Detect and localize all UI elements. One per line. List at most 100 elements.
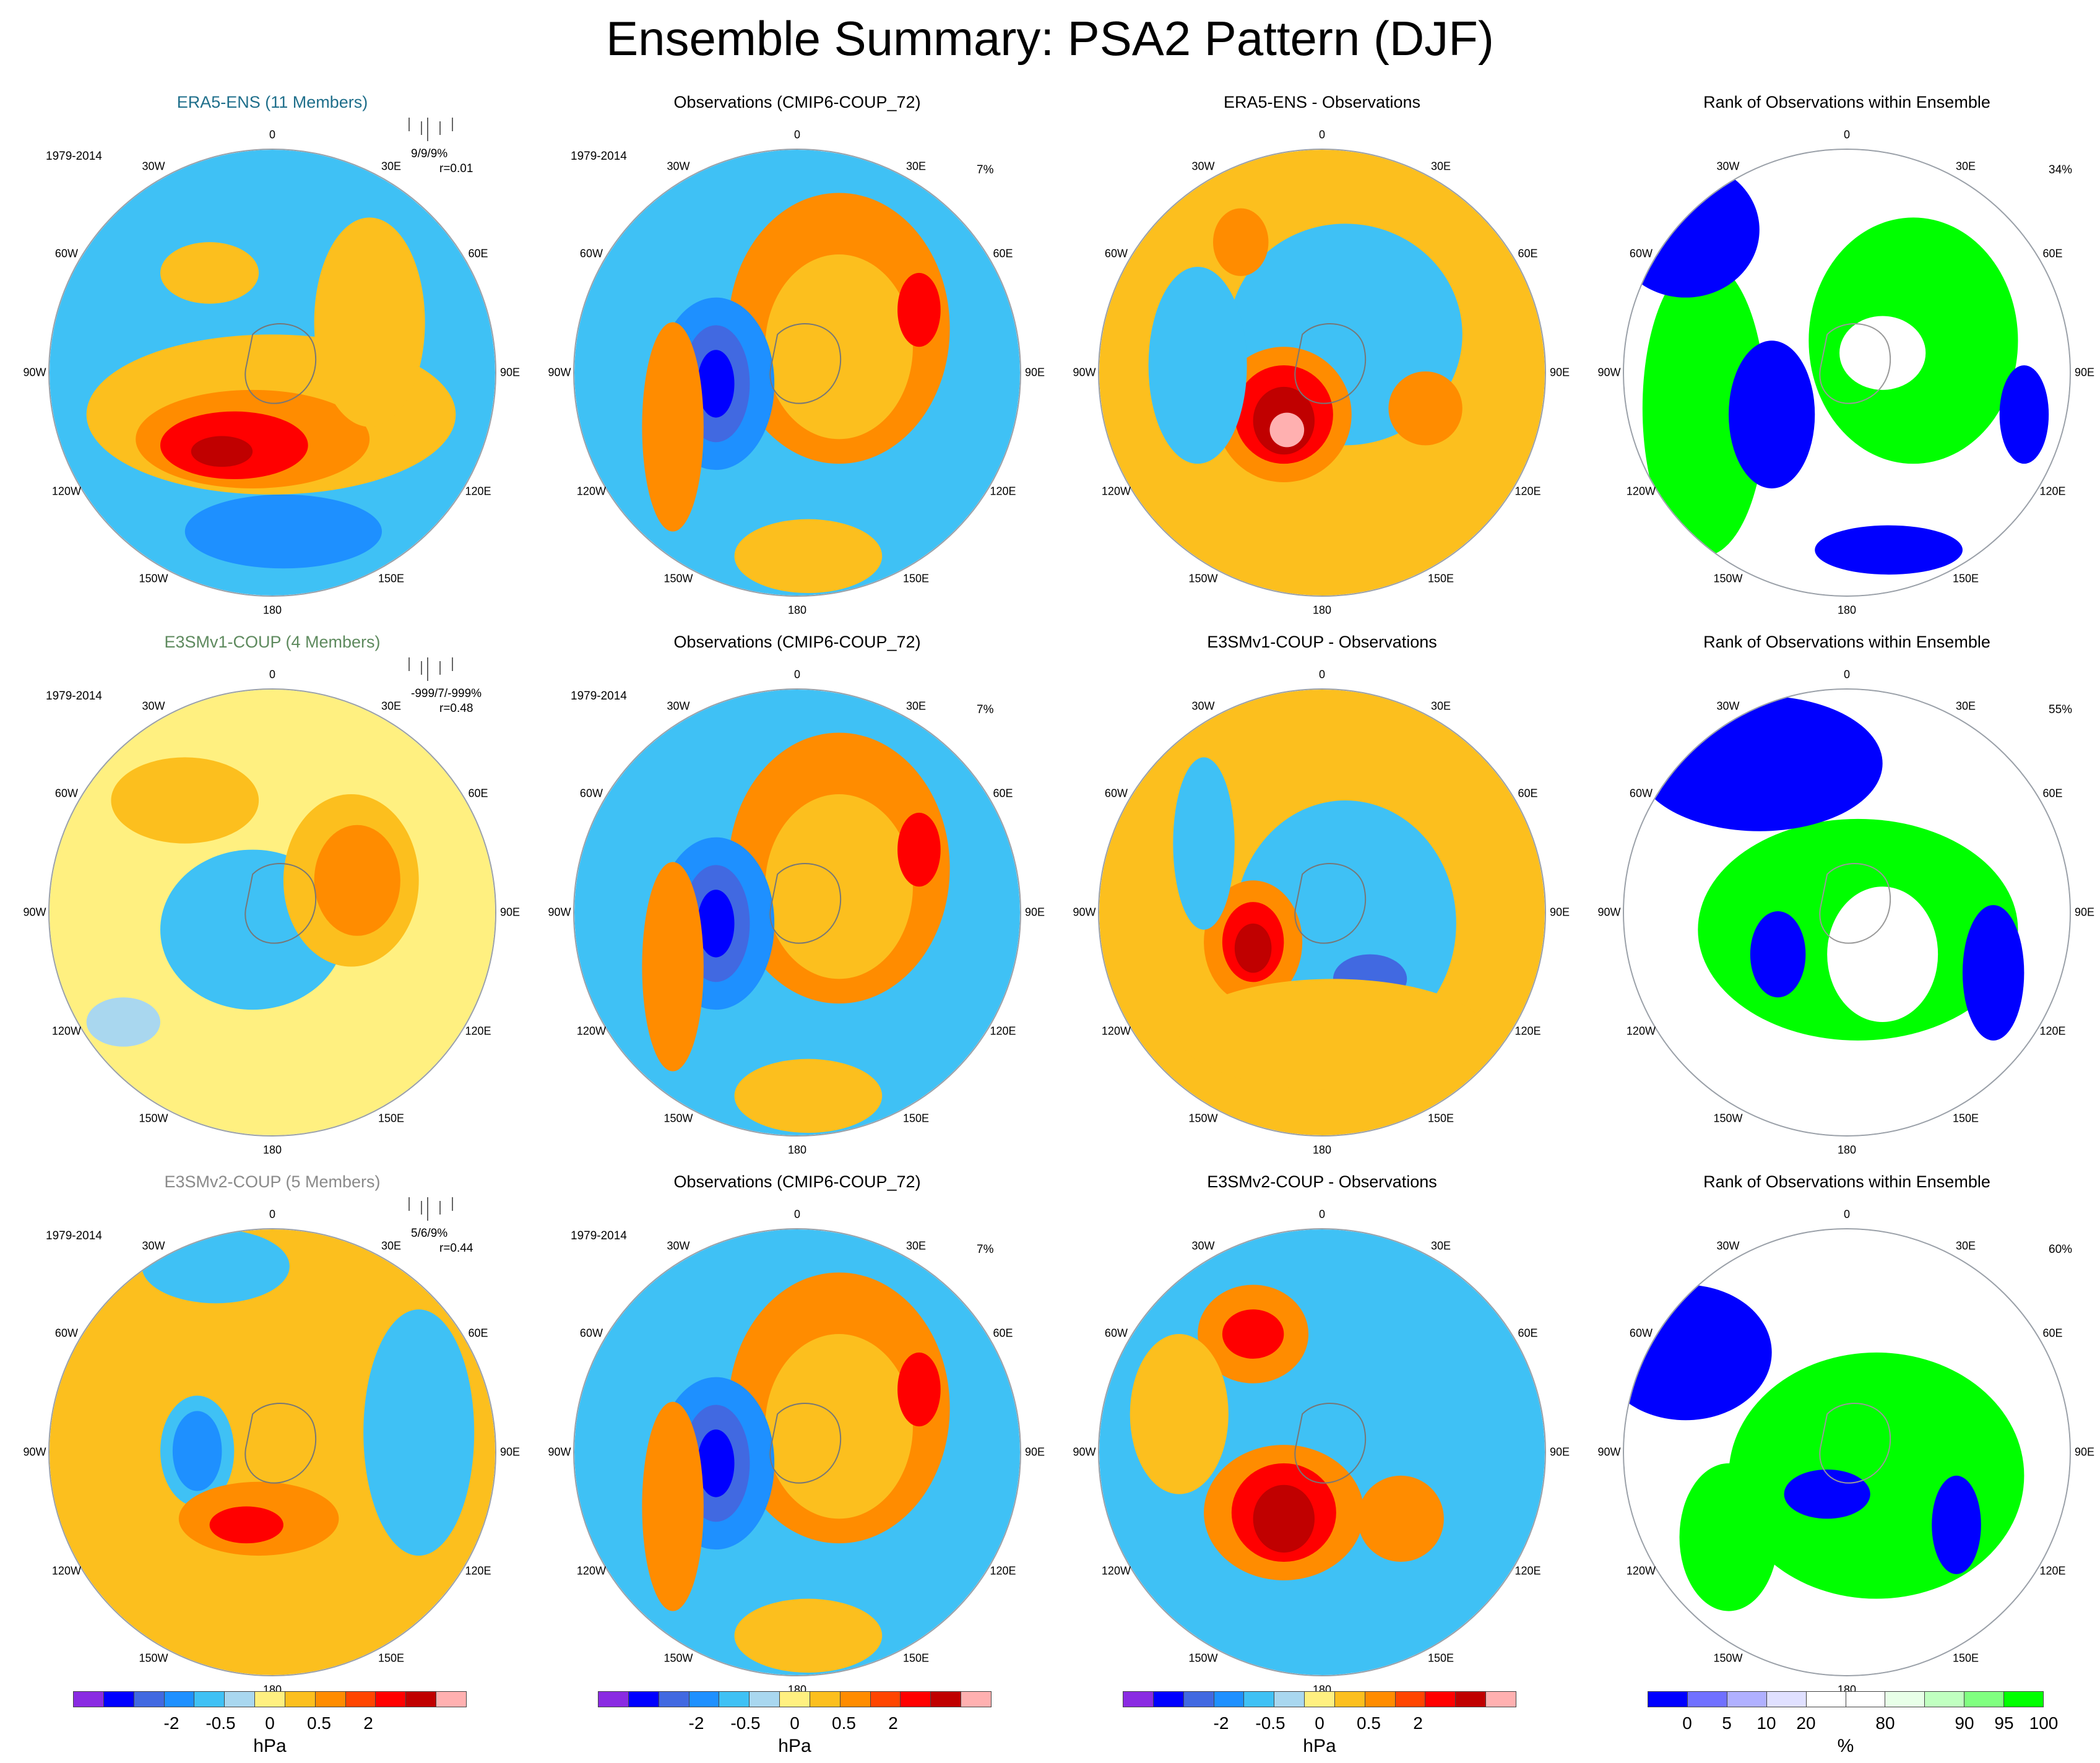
colorbar-tick-label: 0.5	[832, 1713, 856, 1733]
difference-panel: E3SMv1-COUP - Observations 0 30E 60E 90E 120E…	[1073, 633, 1570, 1159]
longitude-label: 120W	[51, 1024, 81, 1037]
colorbar: 0 5 10 20 80 90 95 100%	[1648, 1691, 2058, 1756]
observations-panel: Observations (CMIP6-COUP_72) 1979-2014 7% 0…	[548, 633, 1045, 1159]
colorbar-swatch	[1244, 1692, 1275, 1707]
spread-glyph	[421, 661, 422, 675]
contour-region	[314, 217, 425, 427]
rank-panel: Rank of Observations within Ensemble 34% 0…	[1597, 93, 2094, 619]
longitude-label: 120W	[1101, 1024, 1131, 1037]
longitude-label: 120W	[1101, 1564, 1131, 1577]
longitude-label: 0	[269, 128, 276, 141]
longitude-label: 60E	[468, 787, 488, 800]
longitude-label: 120W	[1626, 1024, 1656, 1037]
panel-title: Rank of Observations within Ensemble	[1703, 1172, 1990, 1191]
colorbar-swatch	[1486, 1692, 1516, 1707]
contour-region	[697, 350, 735, 418]
spread-glyph	[408, 657, 410, 671]
colorbar-swatch	[719, 1692, 750, 1707]
longitude-label: 90W	[548, 906, 571, 919]
longitude-label: 180	[1312, 604, 1332, 617]
colorbar-swatch	[1456, 1692, 1487, 1707]
percent-label: 7%	[977, 703, 994, 716]
longitude-label: 150W	[1713, 1112, 1743, 1125]
longitude-label: 90E	[2074, 366, 2095, 379]
spread-glyph	[427, 118, 428, 141]
longitude-label: 60W	[1104, 1327, 1128, 1340]
longitude-label: 150W	[1188, 1652, 1218, 1665]
contour-region	[1130, 1334, 1229, 1494]
colorbar-tick-label: -2	[1213, 1713, 1229, 1733]
longitude-label: 90W	[548, 366, 571, 379]
longitude-label: 30E	[905, 1239, 927, 1252]
longitude-label: 60W	[54, 787, 78, 800]
ensemble-panel: E3SMv1-COUP (4 Members) 1979-2014 -999/7/-…	[23, 633, 520, 1159]
longitude-label: 120W	[1626, 485, 1656, 498]
coastline	[1819, 323, 1891, 404]
longitude-label: 90W	[23, 1445, 46, 1458]
longitude-label: 60E	[2042, 787, 2063, 800]
contour-region	[1148, 266, 1247, 464]
contour-region	[1253, 1484, 1315, 1553]
spread-glyph	[421, 121, 422, 135]
colorbar-swatch	[134, 1692, 165, 1707]
contour-region	[897, 272, 941, 347]
polar-map	[48, 688, 496, 1137]
contour-region	[111, 757, 259, 844]
longitude-label: 120E	[465, 1024, 491, 1037]
percent-label: 7%	[977, 1243, 994, 1256]
longitude-label: 60W	[1629, 247, 1653, 260]
longitude-label: 120E	[1515, 1024, 1541, 1037]
longitude-label: 0	[1843, 668, 1851, 681]
colorbar-tick-label: 0.5	[307, 1713, 331, 1733]
longitude-label: 60W	[54, 247, 78, 260]
polar-map	[573, 688, 1021, 1137]
contour-region	[86, 997, 161, 1047]
contour-region	[1932, 1475, 1981, 1574]
panel-title: E3SMv2-COUP - Observations	[1207, 1172, 1437, 1191]
spread-glyph	[439, 661, 441, 675]
longitude-label: 120W	[576, 1024, 606, 1037]
panel-title: E3SMv2-COUP (5 Members)	[164, 1172, 381, 1191]
contour-region	[642, 322, 704, 532]
longitude-label: 90W	[1073, 906, 1096, 919]
polar-map	[1098, 688, 1546, 1137]
colorbar-tick-label: 80	[1875, 1713, 1895, 1733]
coastline	[1294, 863, 1367, 944]
longitude-label: 180	[1312, 1143, 1332, 1156]
longitude-label: 30E	[381, 160, 402, 173]
longitude-label: 0	[1318, 128, 1326, 141]
spread-glyph	[452, 1197, 453, 1211]
longitude-label: 150W	[139, 1112, 168, 1125]
colorbar-tick-label: 95	[1994, 1713, 2014, 1733]
contour-region	[1815, 525, 1963, 575]
longitude-label: 30W	[1191, 1239, 1215, 1252]
longitude-label: 30E	[1955, 1239, 1976, 1252]
contour-region	[1388, 371, 1463, 446]
polar-map	[48, 149, 496, 597]
longitude-label: 30E	[1955, 160, 1976, 173]
longitude-label: 120W	[576, 485, 606, 498]
contour-region	[734, 519, 883, 594]
longitude-label: 120E	[990, 485, 1016, 498]
colorbar-swatch	[1183, 1692, 1214, 1707]
longitude-label: 150E	[378, 572, 405, 585]
contour-region	[160, 242, 259, 304]
colorbar-swatch	[1846, 1692, 1886, 1707]
longitude-label: 150E	[1427, 1652, 1454, 1665]
colorbar-swatch	[1153, 1692, 1184, 1707]
longitude-label: 0	[269, 1208, 276, 1221]
correlation-label: r=0.48	[439, 702, 473, 715]
longitude-label: 90E	[1024, 1445, 1045, 1458]
longitude-label: 60E	[1518, 1327, 1538, 1340]
period-label: 1979-2014	[46, 1229, 102, 1242]
longitude-label: 120E	[990, 1024, 1016, 1037]
longitude-label: 30E	[1955, 700, 1976, 713]
longitude-label: 150W	[1188, 1112, 1218, 1125]
colorbar-swatch	[780, 1692, 810, 1707]
longitude-label: 30W	[1716, 1239, 1740, 1252]
stats-label: 5/6/9%	[411, 1227, 448, 1240]
rank-panel: Rank of Observations within Ensemble 55% 0…	[1597, 633, 2094, 1159]
longitude-label: 60E	[993, 787, 1013, 800]
spread-glyph	[427, 1197, 428, 1221]
longitude-label: 150W	[139, 1652, 168, 1665]
